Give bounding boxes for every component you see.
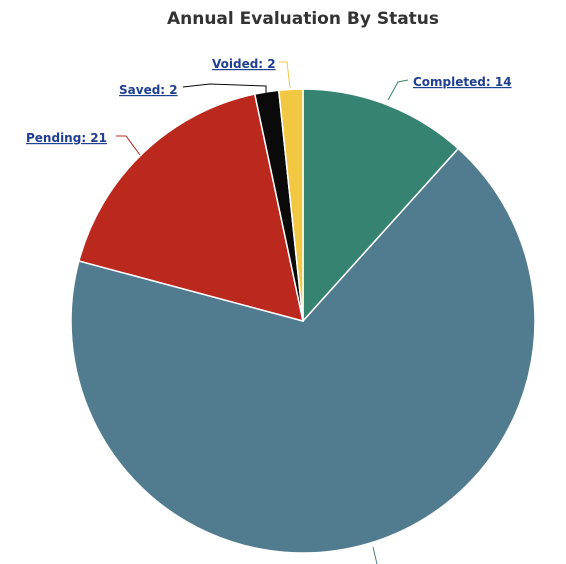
slice-label-voided[interactable]: Voided: 2 xyxy=(212,57,276,71)
slice-label-completed[interactable]: Completed: 14 xyxy=(413,75,512,89)
slice-label-pending[interactable]: Pending: 21 xyxy=(26,131,107,145)
connector-unlabeled xyxy=(372,546,378,564)
pie-slices xyxy=(70,88,536,554)
connector-voided xyxy=(279,61,291,89)
label-connectors xyxy=(116,61,409,564)
pie-slice-unlabeled[interactable] xyxy=(70,147,536,554)
slice-label-saved[interactable]: Saved: 2 xyxy=(119,83,178,97)
pie-slice-voided[interactable] xyxy=(277,88,304,322)
connector-pending xyxy=(116,135,141,156)
chart-title: Annual Evaluation By Status xyxy=(167,9,439,29)
connector-saved xyxy=(182,83,267,96)
connector-completed xyxy=(387,79,409,101)
slice-labels: Completed: 14 Pending: 21 Saved: 2 Voided: … xyxy=(26,57,512,145)
pie-slice-pending[interactable] xyxy=(77,93,304,323)
pie-slice-completed[interactable] xyxy=(302,88,460,323)
